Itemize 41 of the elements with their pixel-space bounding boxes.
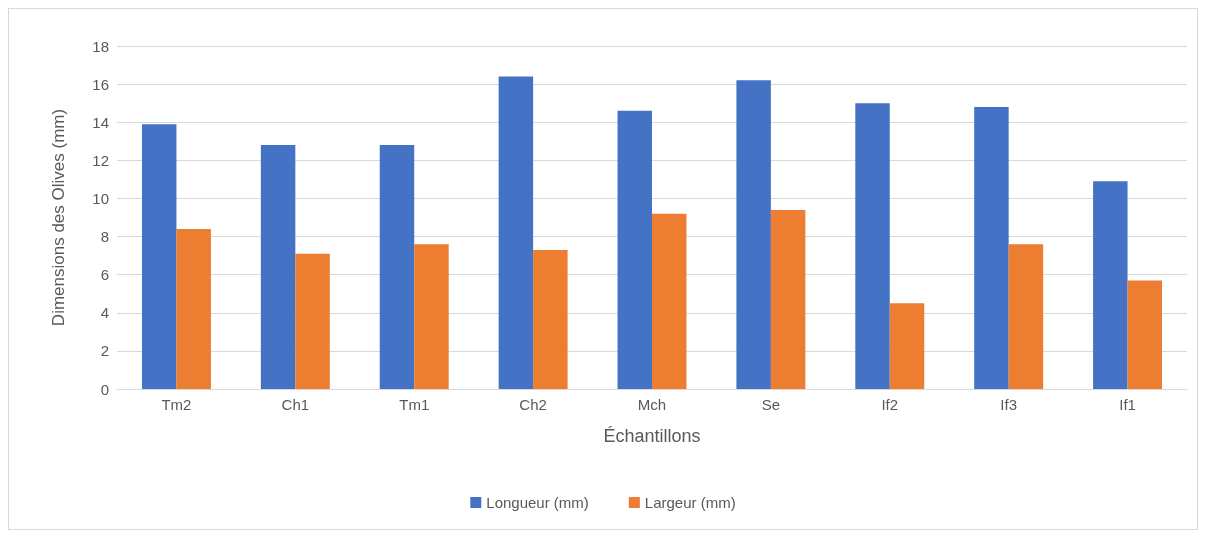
y-tick-label: 14 — [92, 113, 109, 131]
x-tick-label: Tm2 — [161, 396, 192, 413]
x-tick-label: Ch1 — [281, 396, 310, 413]
x-axis-title: Échantillons — [603, 426, 701, 446]
legend-label: Longueur (mm) — [486, 494, 589, 511]
y-tick-label: 0 — [100, 380, 109, 398]
bar — [855, 103, 890, 389]
bar — [617, 110, 652, 389]
y-tick-label: 2 — [100, 342, 109, 360]
x-tick-label: Mch — [637, 396, 667, 413]
y-tick-label: 12 — [92, 151, 109, 169]
bar — [176, 228, 211, 389]
bar — [141, 124, 177, 389]
bar — [414, 244, 449, 389]
bar — [889, 303, 925, 389]
y-tick-label: 10 — [92, 189, 109, 207]
bar — [533, 249, 568, 389]
bar — [379, 145, 415, 389]
x-tick-label: Se — [761, 396, 781, 413]
y-tick-label: 6 — [100, 266, 109, 284]
bar — [1127, 280, 1163, 389]
x-tick-label: Ch2 — [519, 396, 547, 413]
y-tick-label: 16 — [92, 75, 109, 93]
bar — [498, 76, 534, 389]
x-tick-label: If1 — [1119, 396, 1136, 413]
bar — [260, 145, 296, 389]
x-tick-label: Tm1 — [399, 396, 430, 413]
bar — [974, 106, 1009, 389]
y-tick-label: 18 — [92, 37, 109, 55]
y-tick-label: 8 — [100, 228, 109, 246]
bar — [295, 253, 330, 389]
bar — [1008, 244, 1044, 389]
legend-label: Largeur (mm) — [644, 494, 736, 511]
bar — [652, 213, 687, 389]
bar — [1093, 181, 1128, 389]
y-tick-label: 4 — [100, 304, 109, 322]
x-tick-label: If2 — [881, 396, 899, 413]
bar — [736, 80, 771, 389]
bar — [770, 209, 806, 389]
x-tick-label: If3 — [1000, 396, 1018, 413]
y-axis-title: Dimensions des Olives (mm) — [49, 108, 68, 327]
